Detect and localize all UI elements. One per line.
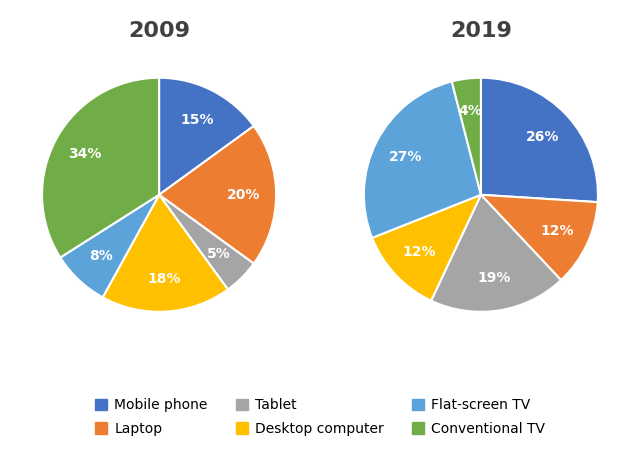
Text: 5%: 5% — [207, 247, 230, 261]
Wedge shape — [159, 126, 276, 264]
Text: 18%: 18% — [148, 272, 181, 286]
Text: 15%: 15% — [180, 113, 214, 127]
Text: 26%: 26% — [525, 130, 559, 144]
Wedge shape — [431, 195, 561, 312]
Text: 12%: 12% — [540, 224, 574, 238]
Text: 20%: 20% — [227, 188, 260, 202]
Wedge shape — [159, 78, 254, 195]
Title: 2009: 2009 — [128, 21, 190, 41]
Title: 2019: 2019 — [450, 21, 512, 41]
Wedge shape — [364, 82, 481, 238]
Wedge shape — [372, 195, 481, 301]
Wedge shape — [102, 195, 228, 312]
Text: 12%: 12% — [403, 246, 436, 260]
Wedge shape — [452, 78, 481, 195]
Text: 19%: 19% — [477, 271, 511, 285]
Text: 8%: 8% — [90, 249, 113, 263]
Text: 27%: 27% — [389, 149, 422, 164]
Wedge shape — [42, 78, 159, 257]
Wedge shape — [481, 195, 598, 280]
Wedge shape — [159, 195, 254, 289]
Text: 34%: 34% — [68, 147, 102, 161]
Wedge shape — [481, 78, 598, 202]
Legend: Mobile phone, Laptop, Tablet, Desktop computer, Flat-screen TV, Conventional TV: Mobile phone, Laptop, Tablet, Desktop co… — [90, 393, 550, 442]
Text: 4%: 4% — [458, 104, 482, 118]
Wedge shape — [60, 195, 159, 297]
